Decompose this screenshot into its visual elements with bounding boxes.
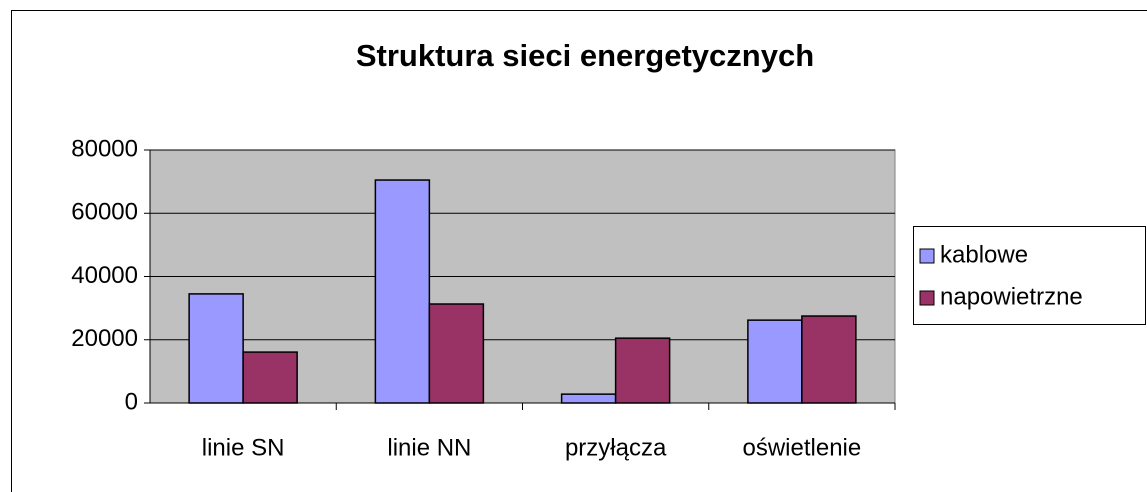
chart-title: Struktura sieci energetycznych (356, 38, 814, 73)
bar (801, 315, 857, 404)
bar (374, 179, 431, 404)
bar (747, 319, 803, 404)
bar (188, 293, 244, 404)
legend-box (913, 226, 1146, 325)
legend-swatch (919, 290, 935, 306)
y-tick-label: 20000 (71, 325, 138, 352)
bar (560, 393, 617, 404)
y-tick-label: 80000 (71, 135, 138, 162)
x-tick-label: linie NN (387, 434, 471, 461)
x-tick-label: oświetlenie (743, 434, 862, 461)
legend-label: napowietrzne (940, 283, 1083, 310)
legend-swatch (919, 248, 935, 264)
bar (428, 303, 485, 404)
y-tick-label: 60000 (71, 199, 138, 226)
y-tick-label: 40000 (71, 262, 138, 289)
x-tick-label: linie SN (202, 434, 285, 461)
y-tick-label: 0 (125, 388, 138, 415)
x-tick-label: przyłącza (565, 434, 667, 461)
legend-label: kablowe (940, 241, 1028, 268)
bar (242, 351, 298, 404)
bar (614, 337, 671, 404)
